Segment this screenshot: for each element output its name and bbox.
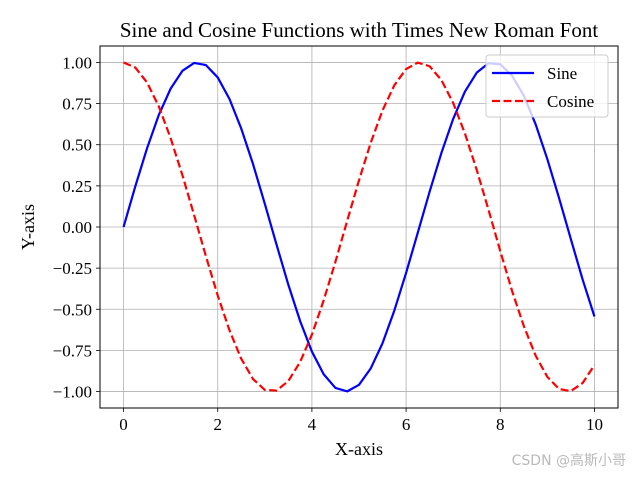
series-line-cosine xyxy=(123,61,596,393)
y-tick-label: −0.75 xyxy=(53,341,92,360)
y-tick-label: 0.25 xyxy=(62,177,92,196)
legend: Sine Cosine xyxy=(485,54,609,118)
x-axis-label: X-axis xyxy=(335,439,383,459)
x-tick-label: 2 xyxy=(213,415,222,434)
y-tick-label: −0.50 xyxy=(53,300,92,319)
x-axis-ticks: 0 2 4 6 8 10 xyxy=(119,408,603,434)
legend-label-cosine: Cosine xyxy=(547,92,594,111)
x-tick-label: 10 xyxy=(586,415,603,434)
y-tick-label: 0.75 xyxy=(62,95,92,114)
y-axis-label: Y-axis xyxy=(18,204,38,250)
legend-label-sine: Sine xyxy=(547,64,577,83)
y-tick-label: 0.50 xyxy=(62,136,92,155)
y-axis-ticks: −1.00 −0.75 −0.50 −0.25 0.00 0.25 0.50 0.75 1.00 xyxy=(53,53,100,402)
chart-title: Sine and Cosine Functions with Times New… xyxy=(120,18,599,42)
x-tick-label: 0 xyxy=(119,415,128,434)
x-tick-label: 8 xyxy=(496,415,505,434)
y-tick-label: −0.25 xyxy=(53,259,92,278)
x-tick-label: 4 xyxy=(308,415,317,434)
watermark: CSDN @高斯小哥 xyxy=(511,453,626,469)
x-tick-label: 6 xyxy=(402,415,411,434)
y-tick-label: −1.00 xyxy=(53,383,92,402)
y-tick-label: 1.00 xyxy=(62,53,92,72)
y-tick-label: 0.00 xyxy=(62,218,92,237)
